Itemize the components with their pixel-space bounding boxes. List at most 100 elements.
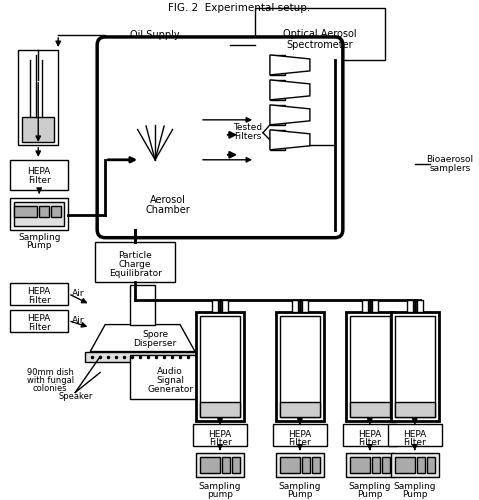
FancyBboxPatch shape bbox=[350, 402, 390, 417]
Polygon shape bbox=[270, 80, 310, 100]
Text: Disperser: Disperser bbox=[134, 339, 177, 348]
FancyBboxPatch shape bbox=[280, 458, 300, 473]
FancyBboxPatch shape bbox=[10, 160, 68, 190]
Polygon shape bbox=[270, 55, 310, 75]
FancyBboxPatch shape bbox=[273, 424, 327, 446]
FancyBboxPatch shape bbox=[302, 300, 308, 312]
FancyBboxPatch shape bbox=[200, 458, 220, 473]
FancyBboxPatch shape bbox=[95, 242, 175, 282]
FancyBboxPatch shape bbox=[200, 402, 240, 417]
Text: Speaker: Speaker bbox=[58, 392, 92, 401]
FancyBboxPatch shape bbox=[196, 312, 244, 422]
FancyBboxPatch shape bbox=[10, 310, 68, 332]
FancyBboxPatch shape bbox=[407, 300, 413, 312]
FancyBboxPatch shape bbox=[255, 8, 385, 60]
Text: HEPA: HEPA bbox=[403, 430, 426, 439]
FancyBboxPatch shape bbox=[196, 454, 244, 477]
FancyBboxPatch shape bbox=[270, 105, 285, 125]
Text: Sampling: Sampling bbox=[199, 482, 241, 491]
Text: Chamber: Chamber bbox=[146, 204, 191, 214]
FancyBboxPatch shape bbox=[276, 454, 324, 477]
Text: Pump: Pump bbox=[357, 490, 383, 499]
Text: samplers: samplers bbox=[429, 164, 470, 173]
Text: with fungal: with fungal bbox=[27, 376, 74, 385]
FancyBboxPatch shape bbox=[427, 458, 435, 473]
FancyBboxPatch shape bbox=[22, 117, 54, 142]
Text: FIG. 2  Experimental setup.: FIG. 2 Experimental setup. bbox=[168, 3, 310, 13]
Text: Filters: Filters bbox=[234, 132, 262, 141]
Text: HEPA: HEPA bbox=[288, 430, 311, 439]
FancyBboxPatch shape bbox=[350, 316, 390, 418]
Text: HEPA: HEPA bbox=[28, 287, 51, 296]
Text: Oil Supply: Oil Supply bbox=[130, 30, 180, 40]
Text: colonies: colonies bbox=[33, 384, 68, 393]
Text: HEPA: HEPA bbox=[28, 314, 51, 323]
FancyBboxPatch shape bbox=[395, 458, 415, 473]
Text: pump: pump bbox=[207, 490, 233, 499]
Text: Sampling: Sampling bbox=[349, 482, 391, 491]
FancyBboxPatch shape bbox=[346, 312, 394, 422]
FancyBboxPatch shape bbox=[395, 316, 435, 418]
FancyBboxPatch shape bbox=[302, 458, 310, 473]
Text: Filter: Filter bbox=[28, 176, 51, 186]
Text: Audio: Audio bbox=[157, 367, 183, 376]
Text: Particle: Particle bbox=[118, 251, 152, 260]
FancyBboxPatch shape bbox=[39, 206, 49, 216]
FancyBboxPatch shape bbox=[417, 300, 423, 312]
Text: Spore: Spore bbox=[142, 330, 168, 339]
Text: Pump: Pump bbox=[26, 241, 52, 250]
FancyBboxPatch shape bbox=[280, 402, 320, 417]
FancyBboxPatch shape bbox=[270, 130, 285, 150]
Text: Sampling: Sampling bbox=[279, 482, 321, 491]
Polygon shape bbox=[90, 324, 195, 351]
Text: Air: Air bbox=[72, 289, 85, 298]
Text: Optical Aerosol: Optical Aerosol bbox=[283, 29, 357, 39]
FancyBboxPatch shape bbox=[51, 206, 61, 216]
FancyBboxPatch shape bbox=[14, 202, 64, 226]
Text: Filter: Filter bbox=[28, 296, 51, 305]
FancyBboxPatch shape bbox=[292, 300, 298, 312]
Text: Charge: Charge bbox=[119, 260, 151, 269]
FancyBboxPatch shape bbox=[372, 300, 378, 312]
FancyBboxPatch shape bbox=[395, 402, 435, 417]
FancyBboxPatch shape bbox=[372, 458, 380, 473]
Text: Filter: Filter bbox=[209, 438, 231, 447]
Text: Bioaerosol: Bioaerosol bbox=[426, 156, 473, 164]
FancyBboxPatch shape bbox=[18, 50, 58, 145]
Text: 90mm dish: 90mm dish bbox=[27, 368, 74, 377]
FancyBboxPatch shape bbox=[362, 300, 368, 312]
FancyBboxPatch shape bbox=[130, 354, 210, 400]
Text: HEPA: HEPA bbox=[28, 168, 51, 176]
Polygon shape bbox=[270, 130, 310, 150]
FancyBboxPatch shape bbox=[193, 424, 247, 446]
FancyBboxPatch shape bbox=[388, 424, 442, 446]
FancyBboxPatch shape bbox=[222, 458, 230, 473]
Text: Pump: Pump bbox=[402, 490, 427, 499]
Text: Filter: Filter bbox=[28, 323, 51, 332]
Polygon shape bbox=[270, 105, 310, 125]
Text: Filter: Filter bbox=[358, 438, 381, 447]
FancyBboxPatch shape bbox=[391, 454, 439, 477]
FancyBboxPatch shape bbox=[382, 458, 390, 473]
Text: Sampling: Sampling bbox=[394, 482, 436, 491]
Text: Pump: Pump bbox=[287, 490, 313, 499]
FancyBboxPatch shape bbox=[350, 458, 370, 473]
FancyBboxPatch shape bbox=[14, 206, 37, 216]
FancyBboxPatch shape bbox=[343, 424, 397, 446]
FancyBboxPatch shape bbox=[10, 198, 68, 230]
FancyBboxPatch shape bbox=[85, 352, 200, 362]
Text: Air: Air bbox=[72, 316, 85, 325]
FancyBboxPatch shape bbox=[312, 458, 320, 473]
FancyBboxPatch shape bbox=[222, 300, 228, 312]
Text: Sampling: Sampling bbox=[18, 233, 60, 242]
FancyBboxPatch shape bbox=[417, 458, 425, 473]
Text: Spectrometer: Spectrometer bbox=[286, 40, 353, 50]
FancyBboxPatch shape bbox=[280, 316, 320, 418]
Text: HEPA: HEPA bbox=[358, 430, 381, 439]
FancyBboxPatch shape bbox=[270, 80, 285, 100]
FancyBboxPatch shape bbox=[276, 312, 324, 422]
Text: Equilibrator: Equilibrator bbox=[109, 269, 161, 278]
FancyBboxPatch shape bbox=[97, 37, 343, 237]
FancyBboxPatch shape bbox=[346, 454, 394, 477]
Text: Aerosol: Aerosol bbox=[150, 194, 186, 204]
